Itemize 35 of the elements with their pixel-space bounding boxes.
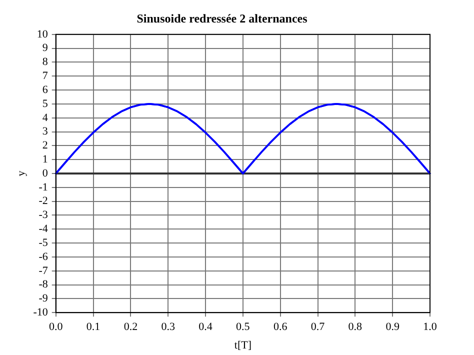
y-tick-label: 2 <box>42 140 48 152</box>
x-tick-label: 0.2 <box>124 321 138 334</box>
y-tick-label: -4 <box>38 223 48 236</box>
x-tick-label: 0.0 <box>48 321 64 334</box>
x-tick-label: 0.6 <box>273 321 288 334</box>
x-tick-label: 0.7 <box>310 321 326 334</box>
x-axis-title: t[T] <box>234 339 252 352</box>
x-tick-label: 0.3 <box>161 321 176 334</box>
x-tick-label: 0.1 <box>86 321 100 334</box>
y-tick-label: 8 <box>42 56 48 68</box>
x-tick-label: 0.9 <box>386 321 400 334</box>
y-tick-label: -1 <box>38 181 48 194</box>
y-tick-label: 5 <box>42 98 48 110</box>
y-tick-label: 1 <box>42 153 48 166</box>
y-tick-label: -8 <box>38 278 48 291</box>
y-tick-label: 0 <box>42 167 48 180</box>
y-tick-label: 4 <box>42 112 48 124</box>
y-tick-label: 10 <box>36 28 48 40</box>
x-tick-label: 1.0 <box>423 321 438 334</box>
y-tick-label: -2 <box>38 195 48 208</box>
y-tick-label: 9 <box>42 42 48 54</box>
x-tick-label: 0.4 <box>198 321 213 334</box>
y-tick-label: -10 <box>33 306 48 318</box>
y-tick-label: 3 <box>42 126 48 138</box>
y-tick-label: 7 <box>42 70 48 82</box>
chart-title: Sinusoide redressée 2 alternances <box>136 11 308 26</box>
y-tick-label: -6 <box>38 250 48 263</box>
y-tick-label: -3 <box>38 209 48 222</box>
x-tick-label: 0.8 <box>348 321 363 334</box>
y-axis-title: y <box>15 170 28 176</box>
y-tick-label: -5 <box>38 236 48 249</box>
y-tick-label: -7 <box>38 264 48 277</box>
y-tick-label: 6 <box>42 84 48 96</box>
y-tick-label: -9 <box>38 292 48 305</box>
x-tick-label: 0.5 <box>236 321 250 334</box>
